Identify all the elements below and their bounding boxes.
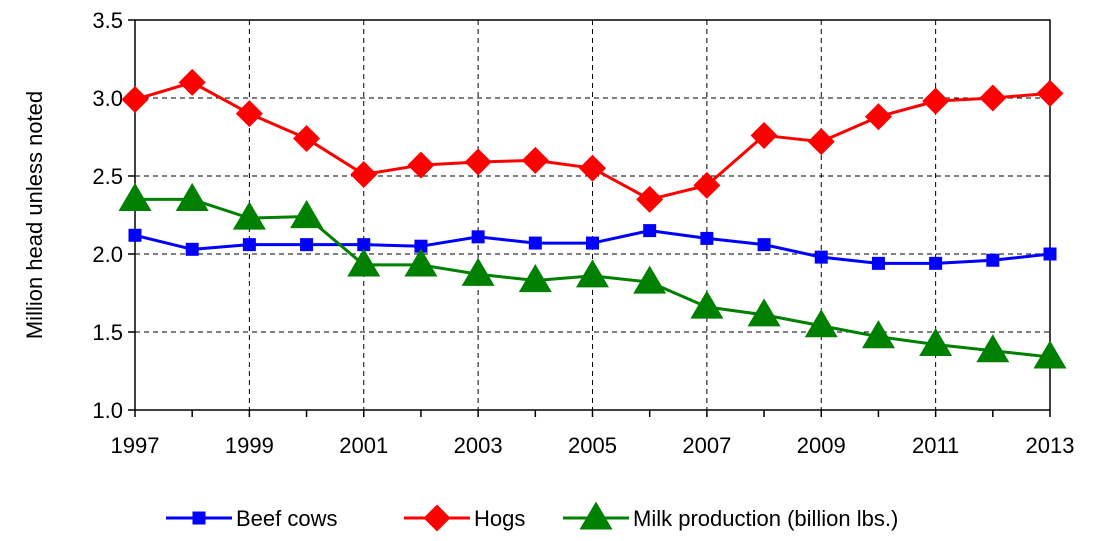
data-point <box>804 309 838 338</box>
data-point <box>347 248 381 277</box>
x-tick-label: 1997 <box>111 433 160 458</box>
data-point <box>693 171 721 199</box>
data-point <box>986 253 1000 267</box>
data-point <box>464 148 492 176</box>
legend: Beef cows Hogs Milk production (billion lb… <box>166 501 898 532</box>
data-point <box>814 250 828 264</box>
data-point <box>864 103 892 131</box>
series <box>118 68 1067 369</box>
y-tick-label: 3.0 <box>92 86 123 111</box>
data-point <box>1036 79 1064 107</box>
data-point <box>922 87 950 115</box>
legend-label: Hogs <box>474 506 525 531</box>
data-point <box>579 154 606 182</box>
x-tick-label: 2007 <box>682 433 731 458</box>
legend-label: Beef cows <box>236 506 338 531</box>
x-tick-label: 2009 <box>797 433 846 458</box>
data-point <box>521 146 549 174</box>
series-hogs <box>121 68 1064 213</box>
data-point <box>807 128 835 156</box>
y-tick-label: 2.5 <box>92 164 123 189</box>
data-point <box>185 242 199 256</box>
data-point <box>414 239 428 253</box>
y-tick-label: 2.0 <box>92 242 123 267</box>
data-point <box>293 125 321 153</box>
data-point <box>121 86 149 114</box>
y-tick-label: 3.5 <box>92 8 123 33</box>
data-point <box>118 182 152 211</box>
legend-marker <box>579 501 613 530</box>
data-point <box>232 201 266 230</box>
data-point <box>747 298 781 327</box>
y-tick-labels: 1.0 1.5 2.0 2.5 3.0 3.5 <box>92 8 123 423</box>
data-point <box>128 228 142 242</box>
gridlines <box>135 20 1050 410</box>
data-point <box>290 200 324 229</box>
data-point <box>528 236 542 250</box>
data-point <box>976 334 1010 363</box>
data-point <box>407 151 435 179</box>
data-point <box>1033 340 1067 369</box>
series-beef-cows <box>128 224 1057 270</box>
data-point <box>404 248 438 277</box>
data-point <box>576 259 609 288</box>
data-point <box>461 257 495 286</box>
y-axis-title: Million head unless noted <box>22 91 47 339</box>
data-point <box>929 256 943 270</box>
series-milk-production-billion-lbs <box>118 182 1067 369</box>
data-point <box>871 256 885 270</box>
legend-item: Beef cows <box>166 506 338 531</box>
x-tick-label: 2003 <box>454 433 503 458</box>
data-point <box>586 236 599 250</box>
data-point <box>643 224 657 238</box>
data-point <box>178 68 206 96</box>
data-point <box>700 231 714 245</box>
y-tick-label: 1.5 <box>92 320 123 345</box>
data-point <box>633 265 667 294</box>
legend-label: Milk production (billion lbs.) <box>633 506 898 531</box>
data-point <box>690 290 724 319</box>
data-point <box>471 230 485 244</box>
legend-marker <box>192 511 206 525</box>
data-point <box>919 327 953 357</box>
data-point <box>750 121 778 149</box>
y-tick-label: 1.0 <box>92 398 123 423</box>
x-tick-label: 2001 <box>339 433 388 458</box>
data-point <box>636 185 664 213</box>
data-point <box>235 100 263 128</box>
data-point <box>350 160 378 188</box>
legend-marker <box>423 504 451 532</box>
x-tick-label: 2013 <box>1026 433 1075 458</box>
data-point <box>518 264 552 293</box>
data-point <box>242 238 256 252</box>
x-tick-label: 2005 <box>568 433 617 458</box>
data-point <box>979 84 1007 112</box>
data-point <box>357 238 371 252</box>
data-point <box>300 238 314 252</box>
x-tick-label: 1999 <box>225 433 274 458</box>
data-point <box>861 320 895 349</box>
x-tick-label: 2011 <box>912 433 959 458</box>
legend-item: Milk production (billion lbs.) <box>563 501 898 531</box>
legend-item: Hogs <box>404 504 525 532</box>
data-point <box>757 238 771 252</box>
data-point <box>1043 247 1057 261</box>
x-tick-labels: 1997 1999 2001 2003 2005 2007 2009 2011 2013 <box>111 433 1075 458</box>
data-point <box>175 182 209 211</box>
